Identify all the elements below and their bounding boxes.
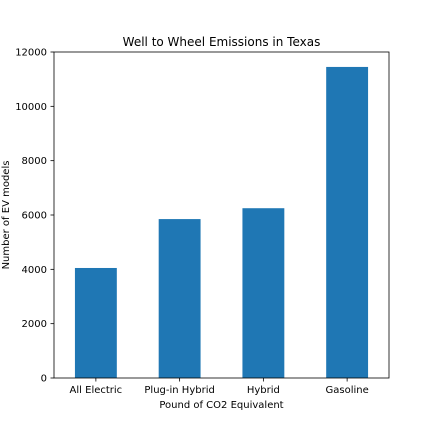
x-axis-label: Pound of CO2 Equivalent [159,400,283,411]
y-tick-label: 2000 [22,319,47,330]
y-tick-label: 4000 [22,265,47,276]
bar-hybrid [242,208,285,378]
y-ticks-group: 0 2000 4000 6000 8000 10000 12000 [15,48,54,385]
bar-all-electric [74,267,117,378]
y-tick-label: 12000 [15,48,47,59]
bars-group [74,66,369,378]
chart-title: Well to Wheel Emissions in Texas [123,35,321,49]
x-ticks-group: All Electric Plug-in Hybrid Hybrid Gasoline [70,378,369,396]
y-axis-label: Number of EV models [1,161,12,270]
y-tick-label: 10000 [15,102,47,113]
bar-plug-in-hybrid [158,219,201,378]
x-tick-label: All Electric [70,385,123,396]
x-tick-label: Hybrid [247,385,280,396]
x-tick-label: Plug-in Hybrid [144,385,214,396]
bar-gasoline [326,66,369,378]
y-tick-label: 6000 [22,211,47,222]
x-tick-label: Gasoline [325,385,368,396]
plot-frame [53,51,390,379]
y-tick-label: 0 [41,374,47,385]
y-tick-label: 8000 [22,156,47,167]
